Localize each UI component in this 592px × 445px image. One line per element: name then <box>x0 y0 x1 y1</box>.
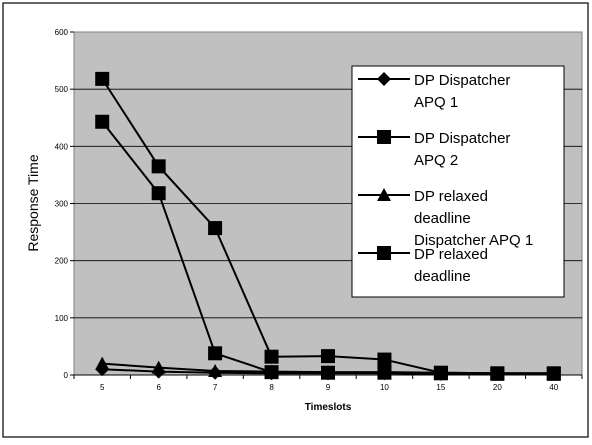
data-point-square <box>377 352 392 367</box>
data-point-triangle <box>321 365 335 379</box>
data-point-square <box>208 346 223 361</box>
x-tick-label: 8 <box>269 383 274 392</box>
data-point-triangle <box>377 365 392 379</box>
legend-item: DP Dispatcher APQ 2 <box>358 130 510 169</box>
series-4 <box>95 71 561 381</box>
x-tick-label: 40 <box>549 383 558 392</box>
x-axis-title: Timeslots <box>305 402 352 413</box>
legend-label: APQ 1 <box>414 94 458 111</box>
x-tick-label: 15 <box>436 383 445 392</box>
x-tick-label: 7 <box>213 383 218 392</box>
data-point-triangle <box>208 363 223 377</box>
y-tick-label: 500 <box>55 85 69 94</box>
data-point-square <box>490 366 505 381</box>
data-point-square <box>95 71 110 86</box>
x-tick-label: 9 <box>326 383 331 392</box>
y-tick-label: 600 <box>55 28 69 37</box>
legend: DP Dispatcher APQ 1 DP Dispatcher APQ 2 DP r… <box>351 65 565 298</box>
x-tick-label: 10 <box>380 383 389 392</box>
data-point-square <box>433 365 448 380</box>
x-tick-label: 20 <box>493 383 502 392</box>
x-tick-label: 6 <box>156 383 161 392</box>
legend-item: DP relaxed deadline <box>358 246 488 285</box>
legend-label: DP Dispatcher <box>414 130 510 147</box>
legend-label: deadline <box>414 268 471 285</box>
data-point-triangle <box>95 356 110 370</box>
legend-label: DP relaxed <box>414 188 488 205</box>
y-tick-label: 400 <box>55 142 69 151</box>
legend-item: DP relaxed deadline Dispatcher APQ 1 <box>358 188 533 249</box>
y-axis-title: Response Time <box>25 154 41 251</box>
legend-item: DP Dispatcher APQ 1 <box>358 72 510 111</box>
data-point-triangle <box>264 364 279 378</box>
data-point-square <box>377 246 391 260</box>
legend-label: deadline <box>414 210 471 227</box>
data-point-square <box>208 221 223 236</box>
data-point-triangle <box>377 188 391 201</box>
data-point-triangle <box>151 360 166 374</box>
data-point-square <box>546 366 561 381</box>
data-point-square <box>321 349 335 364</box>
legend-label: DP Dispatcher <box>414 72 510 89</box>
y-tick-label: 300 <box>55 200 69 209</box>
data-point-diamond <box>377 72 391 86</box>
data-point-square <box>151 159 166 174</box>
x-tick-label: 5 <box>100 383 105 392</box>
y-tick-label: 100 <box>55 314 69 323</box>
data-point-square <box>151 186 166 201</box>
y-tick-label: 200 <box>55 257 69 266</box>
y-axis-ticks: 0 100 200 300 400 500 600 <box>55 28 74 380</box>
series-layer <box>95 71 561 381</box>
legend-label: APQ 2 <box>414 152 458 169</box>
data-point-square <box>264 349 279 364</box>
data-point-square <box>377 130 391 144</box>
legend-label: DP relaxed <box>414 246 488 263</box>
legend-label: Dispatcher APQ 1 <box>414 232 533 249</box>
y-tick-label: 0 <box>64 371 69 380</box>
data-point-square <box>95 114 110 129</box>
